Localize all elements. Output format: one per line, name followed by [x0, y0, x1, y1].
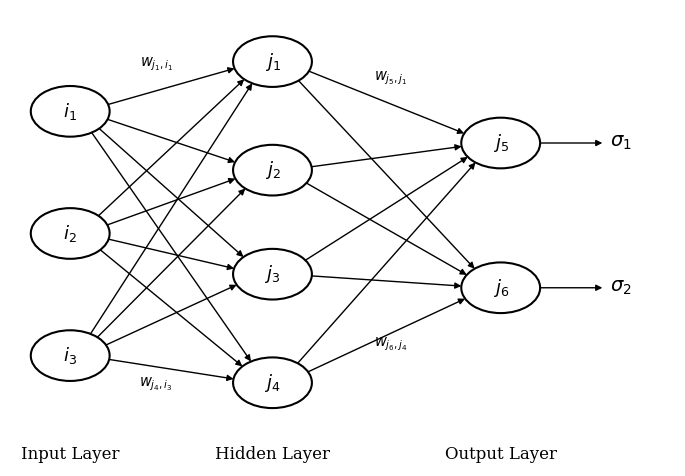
- Text: $w_{j_6,j_4}$: $w_{j_6,j_4}$: [374, 335, 408, 353]
- Text: $i_3$: $i_3$: [63, 345, 77, 366]
- Text: $j_3$: $j_3$: [264, 263, 280, 285]
- Ellipse shape: [31, 330, 110, 381]
- Text: $w_{j_4,i_3}$: $w_{j_4,i_3}$: [140, 375, 173, 393]
- Ellipse shape: [233, 249, 312, 299]
- Text: $i_1$: $i_1$: [63, 101, 77, 122]
- Text: $i_2$: $i_2$: [63, 223, 77, 244]
- Text: $w_{j_5,j_1}$: $w_{j_5,j_1}$: [374, 69, 408, 87]
- Text: $\sigma_2$: $\sigma_2$: [610, 278, 631, 297]
- Ellipse shape: [31, 86, 110, 137]
- Text: $j_4$: $j_4$: [264, 372, 281, 394]
- Ellipse shape: [461, 262, 540, 313]
- Text: Input Layer: Input Layer: [21, 446, 119, 463]
- Ellipse shape: [233, 36, 312, 87]
- Text: $j_5$: $j_5$: [493, 132, 509, 154]
- Ellipse shape: [233, 357, 312, 408]
- Ellipse shape: [461, 118, 540, 169]
- Ellipse shape: [233, 145, 312, 196]
- Text: $j_6$: $j_6$: [493, 277, 509, 299]
- Text: $w_{j_1,i_1}$: $w_{j_1,i_1}$: [140, 56, 173, 73]
- Ellipse shape: [31, 208, 110, 259]
- Text: $\sigma_1$: $\sigma_1$: [610, 134, 632, 152]
- Text: $j_2$: $j_2$: [264, 159, 280, 181]
- Text: Output Layer: Output Layer: [445, 446, 557, 463]
- Text: $j_1$: $j_1$: [264, 50, 280, 72]
- Text: Hidden Layer: Hidden Layer: [215, 446, 330, 463]
